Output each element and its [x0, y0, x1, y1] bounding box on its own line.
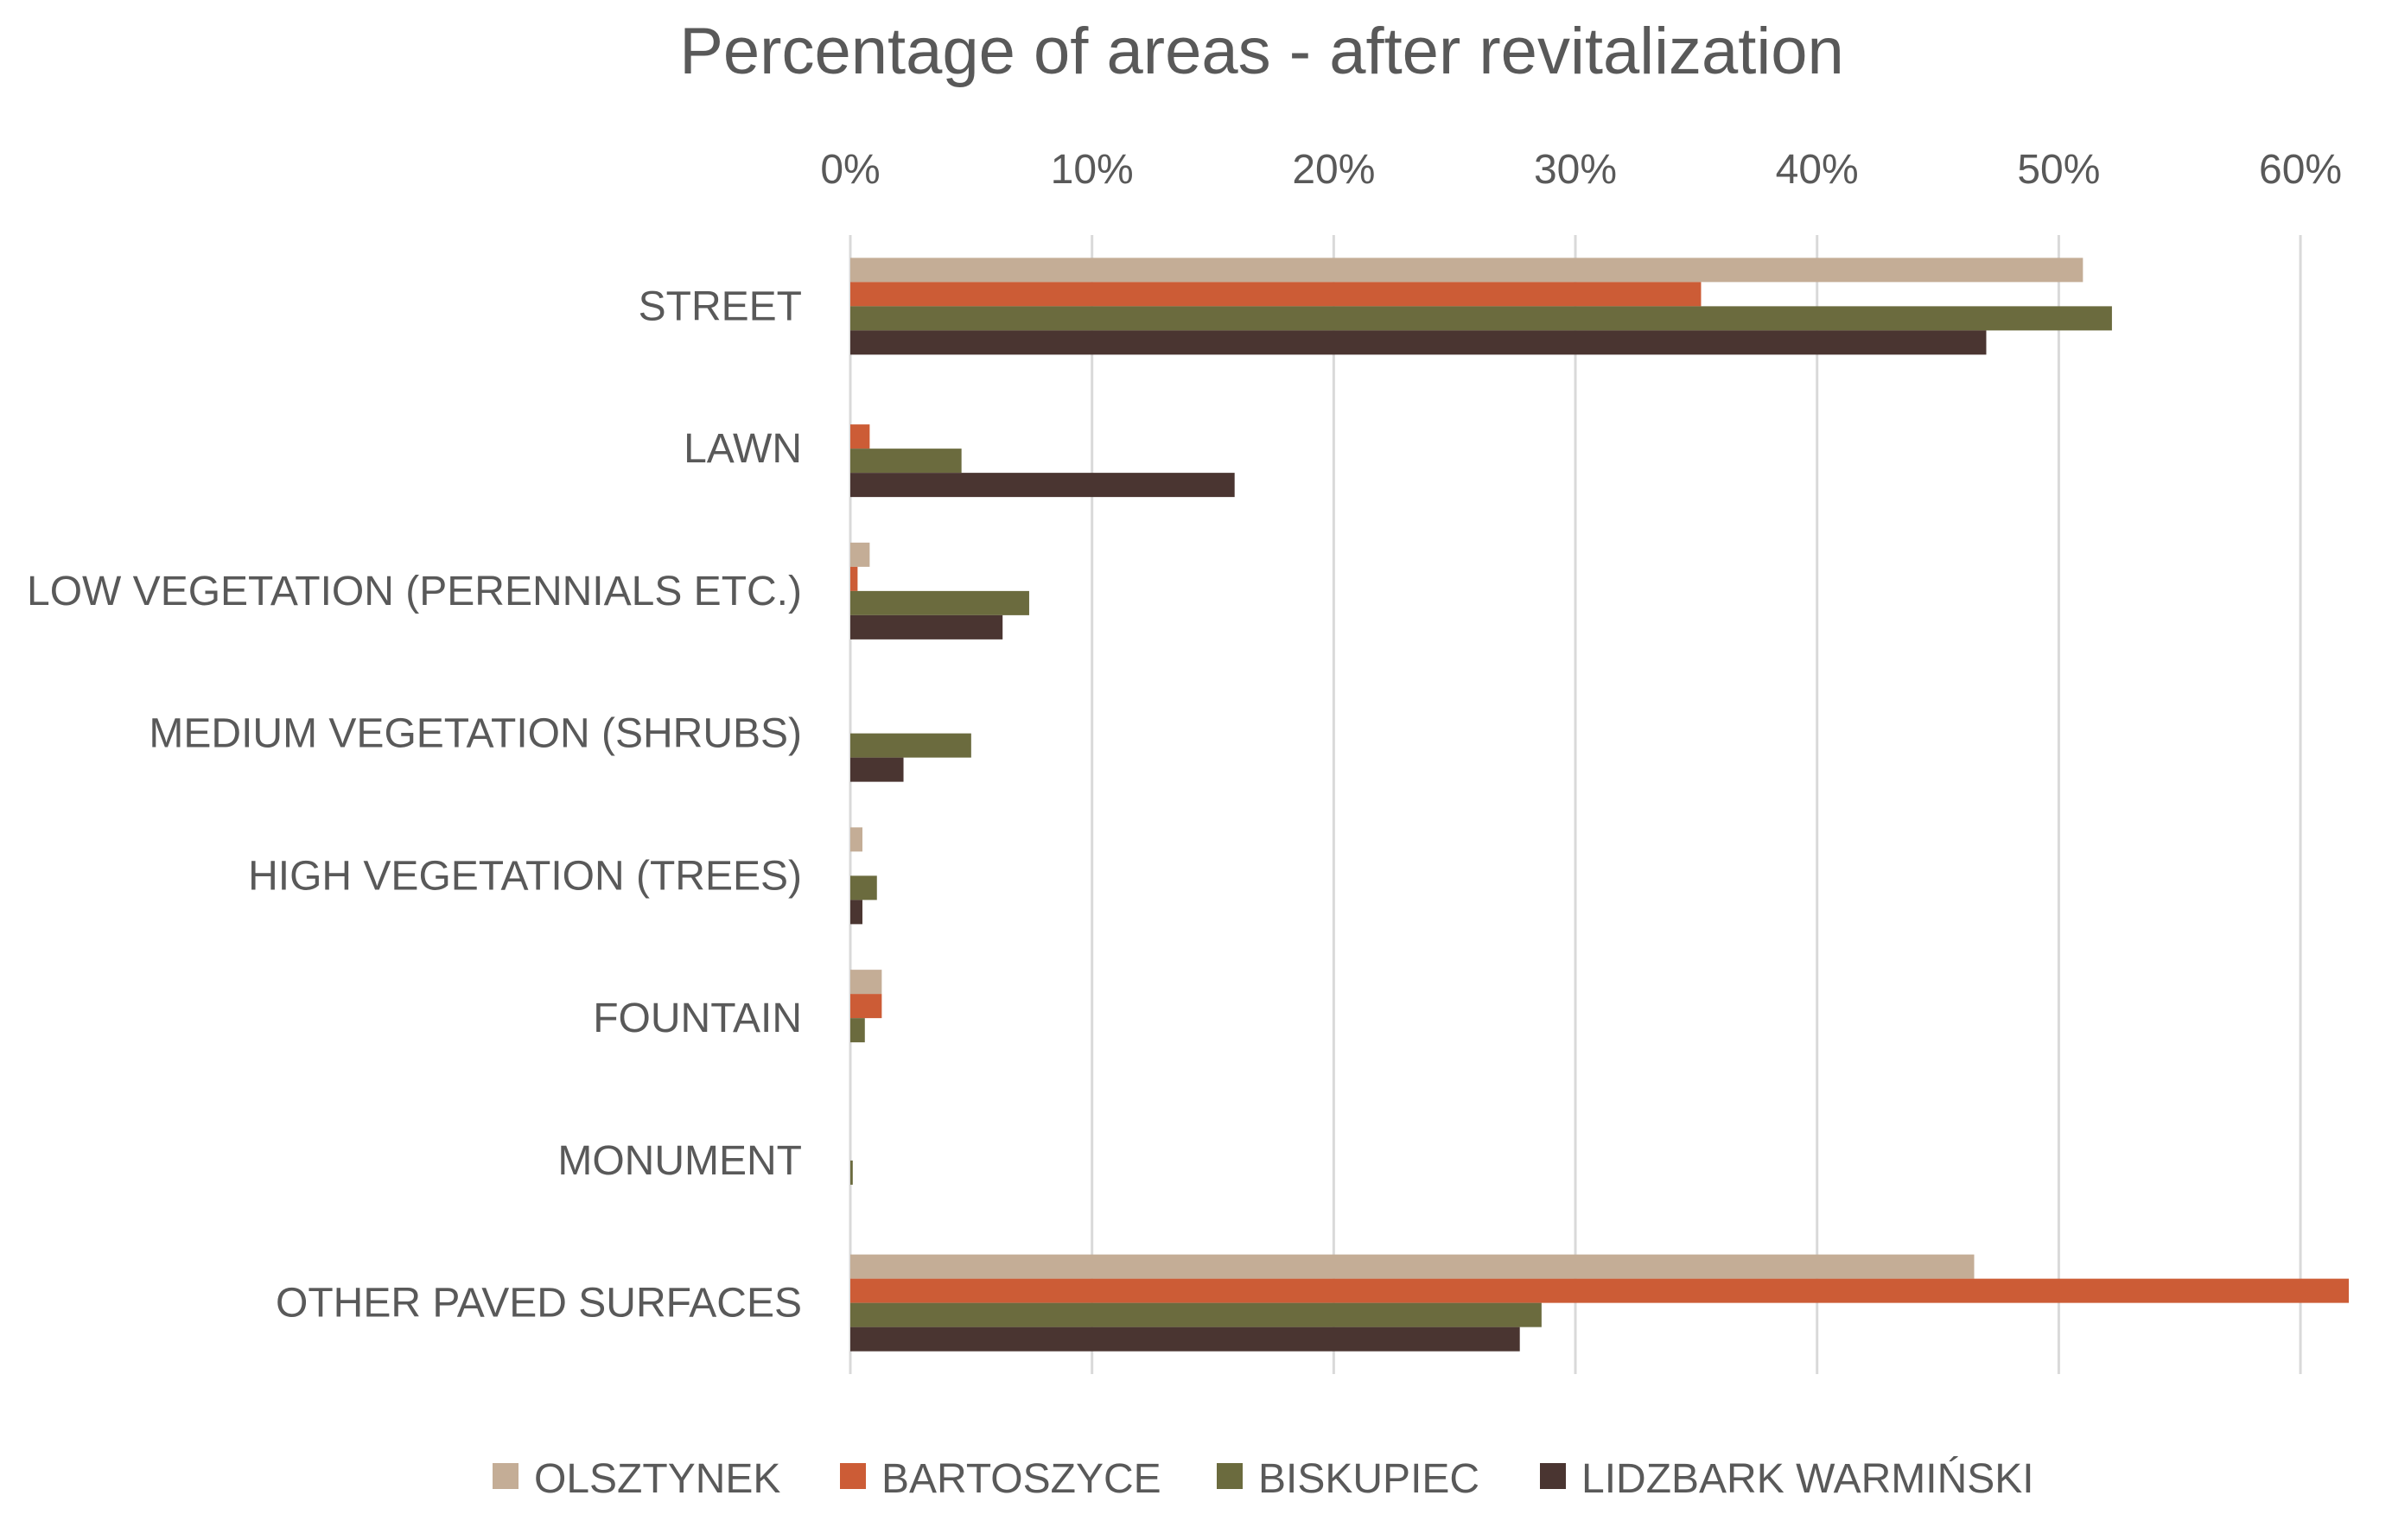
legend-swatch: [1217, 1463, 1243, 1489]
bar: [850, 424, 870, 449]
x-tick-label: 60%: [2259, 147, 2342, 193]
legend-label: OLSZTYNEK: [534, 1456, 780, 1502]
bar: [850, 590, 1029, 615]
x-tick-label: 20%: [1292, 147, 1375, 193]
legend: OLSZTYNEK BARTOSZYCE BISKUPIEC LIDZBARK WAR…: [493, 1456, 2034, 1502]
category-label: FOUNTAIN: [593, 996, 802, 1041]
category-label: LOW VEGETATION (PERENNIALS ETC.): [27, 569, 802, 614]
bar: [850, 1327, 1520, 1352]
category-label: LAWN: [684, 426, 802, 472]
category-label: MEDIUM VEGETATION (SHRUBS): [149, 711, 802, 757]
category-label: MONUMENT: [557, 1138, 802, 1184]
bar: [850, 473, 1235, 498]
chart-title: Percentage of areas - after revitalizati…: [679, 15, 1844, 88]
bar: [850, 1278, 2349, 1303]
bar: [850, 258, 2083, 283]
bar: [850, 1160, 853, 1185]
bar: [850, 449, 962, 474]
x-tick-label: 50%: [2017, 147, 2100, 193]
legend-label: LIDZBARK WARMIŃSKI: [1581, 1456, 2034, 1502]
bar: [850, 827, 862, 852]
x-tick-label: 0%: [820, 147, 880, 193]
legend-swatch: [1540, 1463, 1566, 1489]
x-tick-label: 30%: [1534, 147, 1617, 193]
category-label: OTHER PAVED SURFACES: [276, 1281, 802, 1327]
bar: [850, 282, 1702, 307]
bar: [850, 970, 882, 995]
bar: [850, 306, 2112, 331]
bar: [850, 900, 862, 925]
y-axis-categories: STREET LAWN LOW VEGETATION (PERENNIALS ETC…: [27, 283, 802, 1326]
bar-layer: [850, 258, 2349, 1352]
bar: [850, 757, 904, 782]
legend-label: BARTOSZYCE: [881, 1456, 1161, 1502]
bar: [850, 733, 971, 758]
bar: [850, 1254, 1975, 1279]
grid-layer: [849, 235, 2302, 1374]
bar: [850, 875, 877, 900]
bar: [850, 1018, 865, 1043]
x-tick-label: 40%: [1776, 147, 1859, 193]
legend-swatch: [840, 1463, 866, 1489]
legend-swatch: [493, 1463, 518, 1489]
bar: [850, 566, 858, 591]
x-axis-ticks: 0% 10% 20% 30% 40% 50% 60%: [820, 147, 2342, 193]
bar: [850, 330, 1987, 355]
bar: [850, 614, 1003, 640]
x-tick-label: 10%: [1051, 147, 1134, 193]
category-label: HIGH VEGETATION (TREES): [248, 853, 802, 899]
legend-label: BISKUPIEC: [1258, 1456, 1479, 1502]
category-label: STREET: [639, 283, 802, 329]
bar: [850, 1302, 1542, 1327]
bar: [850, 994, 882, 1019]
bar: [850, 542, 870, 567]
